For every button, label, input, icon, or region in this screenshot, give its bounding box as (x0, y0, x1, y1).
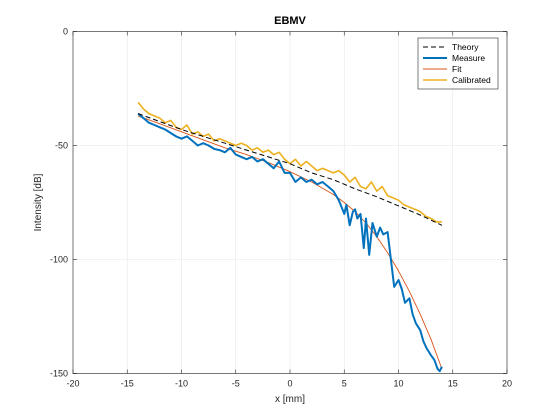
legend-label-calibrated: Calibrated (452, 75, 491, 85)
series-line-theory (137, 113, 443, 226)
x-tick-label: -15 (121, 379, 134, 389)
x-tick-label: 10 (393, 379, 403, 389)
x-tick-label: 0 (287, 379, 292, 389)
legend-label-theory: Theory (452, 42, 479, 52)
x-tick-label: 15 (448, 379, 458, 389)
y-axis-ticks: 0 -50 -100 -150 (50, 27, 507, 379)
x-tick-label: 5 (342, 379, 347, 389)
y-tick-label: -50 (55, 141, 68, 151)
series-line-measure (137, 112, 443, 373)
y-tick-label: -100 (50, 255, 68, 265)
series-layer (137, 101, 443, 373)
y-tick-label: -150 (50, 369, 68, 379)
y-tick-label: 0 (63, 27, 68, 37)
x-tick-label: -10 (175, 379, 188, 389)
x-axis-label: x [mm] (275, 394, 305, 405)
series-line-calibrated (137, 101, 442, 223)
x-tick-label: 20 (502, 379, 512, 389)
x-tick-label: -20 (66, 379, 79, 389)
x-axis-ticks: -20 -15 -10 -5 0 5 10 15 20 (66, 31, 512, 389)
legend-label-fit: Fit (452, 64, 462, 74)
x-tick-label: -5 (232, 379, 240, 389)
legend-label-measure: Measure (452, 53, 485, 63)
y-axis-label: Intensity [dB] (33, 173, 44, 231)
chart-title: EBMV (274, 15, 306, 27)
